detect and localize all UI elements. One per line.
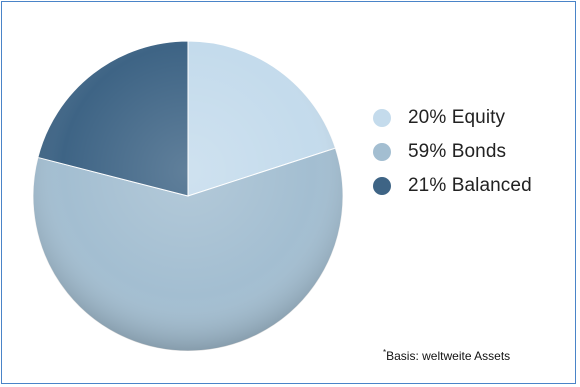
legend-swatch-equity — [373, 109, 391, 127]
footnote-text: Basis: weltweite Assets — [386, 349, 511, 363]
footnote-marker: * — [383, 348, 387, 357]
footnote: *Basis: weltweite Assets — [383, 348, 510, 363]
pie-slices — [32, 40, 344, 352]
legend: 20% Equity 59% Bonds 21% Balanced — [373, 101, 532, 203]
legend-item-balanced: 21% Balanced — [373, 169, 532, 203]
legend-item-equity: 20% Equity — [373, 101, 532, 135]
legend-label-balanced: 21% Balanced — [408, 175, 532, 196]
legend-swatch-balanced — [373, 177, 391, 195]
legend-item-bonds: 59% Bonds — [373, 135, 532, 169]
legend-label-equity: 20% Equity — [408, 107, 506, 128]
legend-label-bonds: 59% Bonds — [408, 141, 507, 162]
legend-swatch-bonds — [373, 143, 391, 161]
